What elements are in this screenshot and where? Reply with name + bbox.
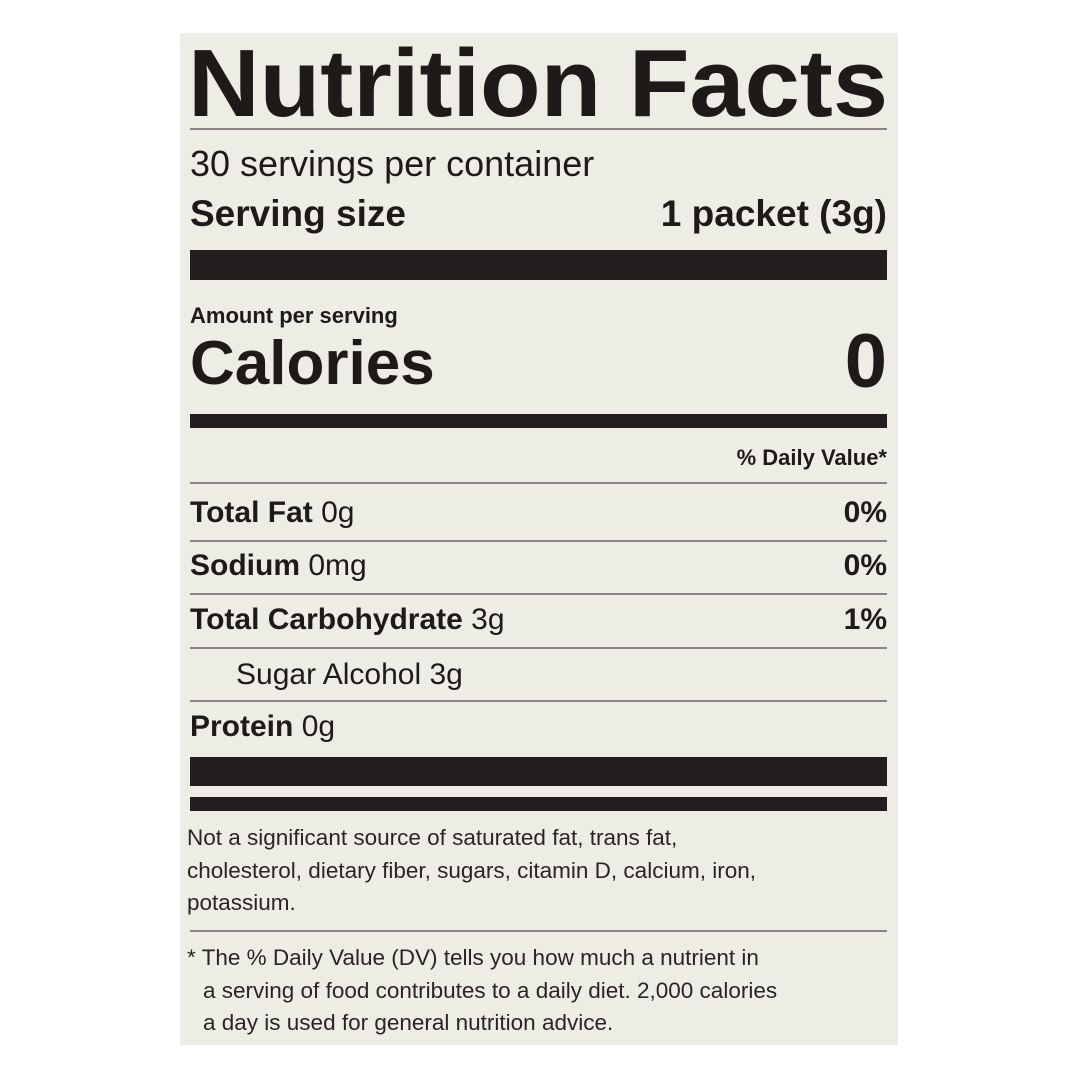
footnote-line: a day is used for general nutrition advi…	[203, 1010, 614, 1035]
note-line: cholesterol, dietary fiber, sugars, cita…	[187, 857, 756, 883]
nutrient-dv: 1%	[843, 603, 887, 636]
not-significant-note: Not a significant source of saturated fa…	[187, 822, 892, 920]
daily-value-header: % Daily Value*	[736, 445, 887, 470]
serving-size-value: 1 packet (3g)	[660, 193, 887, 234]
divider-medium	[190, 797, 887, 811]
divider-thin	[190, 128, 887, 130]
divider-thin	[190, 482, 887, 484]
divider-thick	[190, 250, 887, 280]
nutrient-name: Sugar Alcohol 3g	[236, 658, 463, 691]
servings-per-container: 30 servings per container	[190, 143, 595, 184]
nutrient-row-total-carbohydrate: Total Carbohydrate 3g 1%	[190, 600, 887, 640]
nutrient-name: Total Carbohydrate	[190, 603, 463, 636]
note-line: Not a significant source of saturated fa…	[187, 825, 678, 850]
footnote-line: a serving of food contributes to a daily…	[203, 977, 778, 1003]
amount-per-serving: Amount per serving	[190, 303, 398, 328]
divider-thin	[190, 647, 887, 649]
nutrient-row-total-fat: Total Fat 0g 0%	[190, 493, 887, 533]
nutrient-dv: 0%	[843, 549, 887, 582]
divider-thin	[190, 593, 887, 595]
divider-thin	[190, 700, 887, 702]
nutrient-dv: 0%	[843, 496, 887, 529]
divider-thick	[190, 757, 887, 786]
nutrient-name: Protein	[190, 710, 294, 743]
nutrition-label-panel	[180, 33, 898, 1045]
divider-thin	[190, 930, 887, 932]
nutrient-row-sugar-alcohol: Sugar Alcohol 3g	[236, 655, 887, 695]
note-line: potassium.	[187, 890, 296, 915]
divider-thin	[190, 540, 887, 542]
daily-value-footnote: * The % Daily Value (DV) tells you how m…	[187, 942, 892, 1040]
nutrient-amount: 0g	[301, 710, 336, 743]
nutrient-amount: 0g	[321, 496, 355, 529]
calories-label: Calories	[190, 329, 435, 398]
nutrient-row-protein: Protein 0g	[190, 707, 887, 747]
nutrient-name: Total Fat	[190, 496, 313, 529]
nutrient-row-sodium: Sodium 0mg 0%	[190, 546, 887, 586]
serving-size-label: Serving size	[190, 193, 406, 234]
footnote-line: * The % Daily Value (DV) tells you how m…	[187, 945, 759, 970]
nutrient-amount: 3g	[471, 603, 505, 636]
divider-medium	[190, 414, 887, 428]
nutrient-name: Sodium	[190, 549, 300, 582]
nutrient-amount: 0mg	[308, 549, 367, 582]
calories-value: 0	[844, 319, 887, 404]
label-title: Nutrition Facts	[188, 30, 888, 137]
